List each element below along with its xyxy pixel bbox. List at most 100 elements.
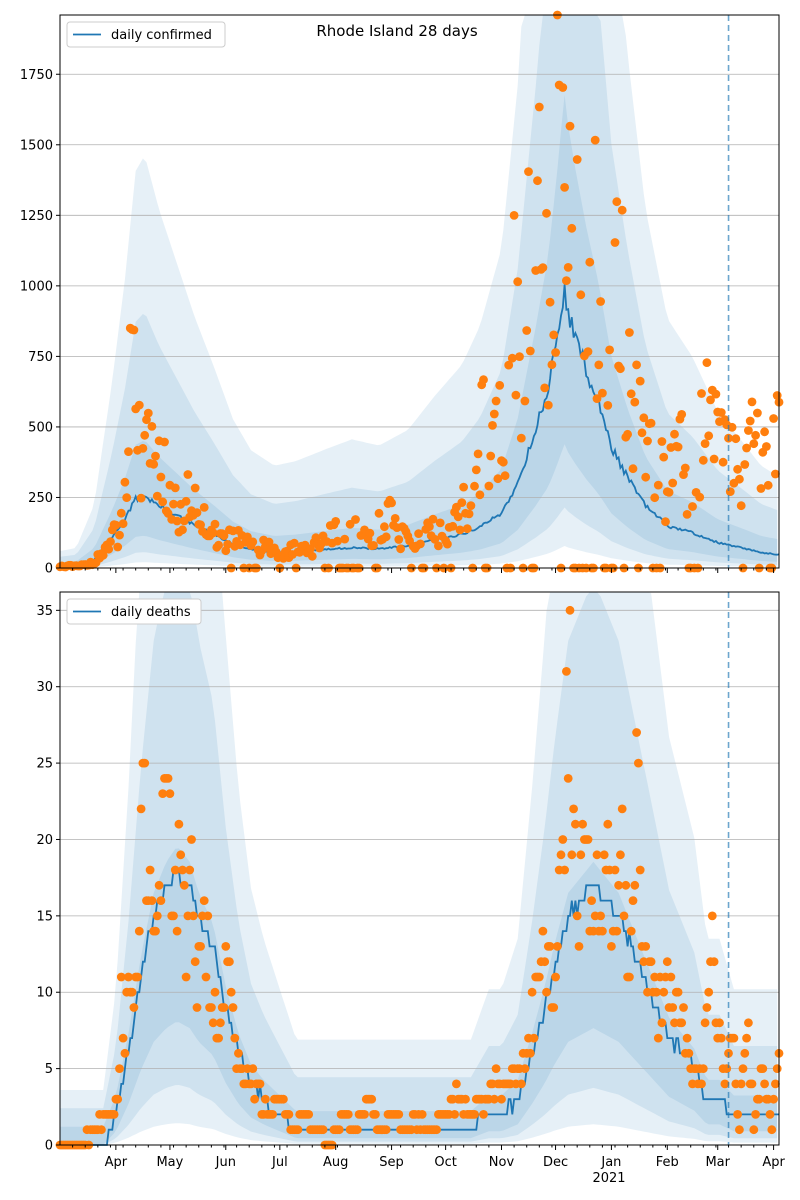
observed-confirmed-point <box>731 434 741 444</box>
observed-deaths-point <box>560 865 569 875</box>
observed-deaths-point <box>742 1033 751 1043</box>
observed-deaths-point <box>394 1110 404 1119</box>
observed-deaths-point <box>109 1110 119 1119</box>
x-tick-label: Sep <box>379 1155 404 1170</box>
observed-confirmed-point <box>351 515 360 524</box>
observed-confirmed-point <box>374 508 384 518</box>
observed-confirmed-point <box>641 472 651 482</box>
y-tick-label: 30 <box>36 680 53 695</box>
observed-deaths-point <box>489 1094 499 1104</box>
observed-confirmed-point <box>769 414 778 423</box>
observed-deaths-point <box>630 880 640 890</box>
observed-confirmed-point <box>134 400 144 410</box>
observed-confirmed-point <box>488 421 497 430</box>
observed-deaths-point <box>540 957 550 967</box>
observed-confirmed-point <box>489 409 499 419</box>
observed-confirmed-point <box>639 413 649 423</box>
observed-deaths-point <box>635 865 645 875</box>
observed-confirmed-point <box>610 238 620 247</box>
observed-confirmed-point <box>744 426 753 435</box>
observed-deaths-point <box>113 1094 123 1104</box>
observed-confirmed-point <box>617 205 627 215</box>
observed-deaths-point <box>134 926 144 936</box>
observed-confirmed-point <box>623 429 632 439</box>
observed-confirmed-point <box>513 277 523 287</box>
y-tick-label: 10 <box>36 986 53 1001</box>
observed-confirmed-point <box>142 415 151 425</box>
x-tick-label: Oct <box>434 1155 456 1170</box>
observed-confirmed-point <box>479 375 488 385</box>
observed-deaths-point <box>525 1048 535 1058</box>
observed-confirmed-point <box>390 514 400 523</box>
observed-confirmed-point <box>520 396 530 406</box>
observed-deaths-point <box>583 835 593 844</box>
observed-deaths-point <box>497 1094 506 1104</box>
observed-deaths-point <box>226 987 236 997</box>
observed-confirmed-point <box>727 422 737 432</box>
observed-deaths-point <box>187 835 196 844</box>
observed-confirmed-point <box>509 211 519 220</box>
observed-deaths-point <box>625 972 634 982</box>
observed-deaths-point <box>668 1003 678 1012</box>
observed-confirmed-point <box>414 529 423 538</box>
observed-deaths-point <box>174 819 184 829</box>
observed-deaths-point <box>551 972 560 982</box>
observed-deaths-point <box>697 1079 706 1089</box>
observed-deaths-point <box>558 835 568 844</box>
observed-deaths-point <box>587 896 596 905</box>
observed-confirmed-point <box>657 437 667 446</box>
observed-confirmed-point <box>181 496 191 506</box>
observed-deaths-point <box>304 1110 314 1119</box>
observed-deaths-point <box>140 758 150 768</box>
observed-confirmed-point <box>170 483 180 493</box>
observed-confirmed-point <box>549 330 559 340</box>
observed-confirmed-point <box>453 512 463 522</box>
observed-confirmed-point <box>524 167 533 177</box>
observed-confirmed-point <box>771 469 780 479</box>
observed-deaths-point <box>133 972 142 982</box>
observed-confirmed-point <box>762 442 771 451</box>
observed-confirmed-point <box>547 360 557 370</box>
observed-deaths-point <box>682 1033 692 1043</box>
observed-confirmed-point <box>706 395 715 405</box>
legend-frame <box>66 598 202 625</box>
observed-deaths-point <box>360 1110 369 1119</box>
observed-deaths-point <box>735 1125 744 1135</box>
observed-deaths-point <box>572 911 582 921</box>
y-tick-label: 1500 <box>20 138 53 153</box>
y-tick-label: 35 <box>36 604 53 619</box>
observed-confirmed-point <box>498 457 508 467</box>
observed-confirmed-point <box>475 490 485 500</box>
observed-deaths-point <box>700 1018 710 1028</box>
observed-deaths-point <box>199 896 209 905</box>
observed-confirmed-point <box>616 364 625 374</box>
observed-confirmed-point <box>396 544 405 554</box>
observed-confirmed-point <box>435 518 445 528</box>
observed-deaths-point <box>720 1079 730 1089</box>
observed-confirmed-point <box>214 540 224 550</box>
observed-deaths-point <box>279 1094 288 1104</box>
observed-confirmed-point <box>596 297 605 306</box>
observed-confirmed-point <box>533 176 542 186</box>
observed-deaths-point <box>747 1079 757 1089</box>
observed-deaths-point <box>170 865 180 875</box>
observed-deaths-point <box>116 972 126 982</box>
observed-deaths-point <box>450 1110 459 1119</box>
observed-confirmed-point <box>643 436 652 446</box>
observed-deaths-point <box>192 1003 202 1012</box>
observed-confirmed-point <box>124 447 133 456</box>
observed-confirmed-point <box>763 480 773 490</box>
x-tick-label: Apr <box>762 1155 785 1170</box>
observed-confirmed-point <box>733 464 742 474</box>
observed-confirmed-point <box>149 459 159 469</box>
observed-deaths-point <box>181 972 191 982</box>
y-tick-label: 0 <box>45 562 53 577</box>
observed-deaths-point <box>634 758 643 768</box>
observed-confirmed-point <box>448 521 458 531</box>
y-tick-label: 750 <box>28 350 53 365</box>
observed-deaths-point <box>169 911 178 921</box>
observed-deaths-point <box>417 1110 427 1119</box>
observed-deaths-point <box>178 865 187 875</box>
observed-confirmed-point <box>196 520 206 530</box>
observed-confirmed-point <box>632 360 641 370</box>
